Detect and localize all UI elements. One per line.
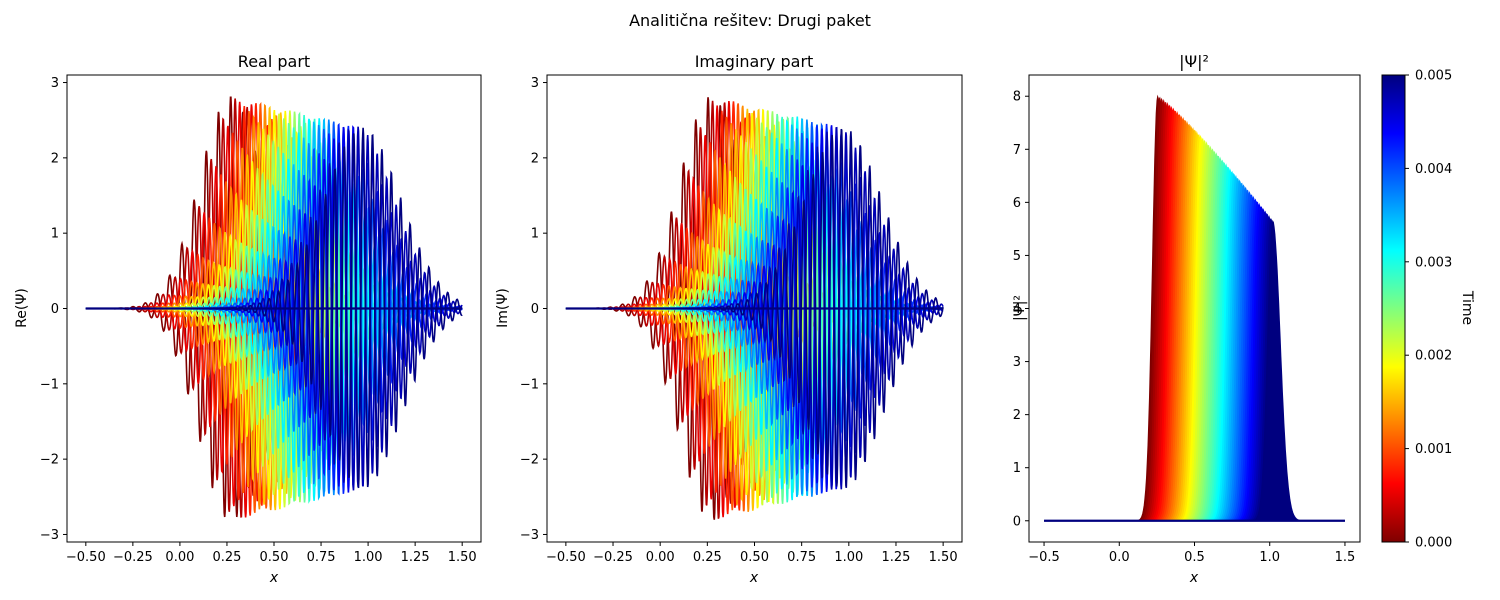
prob-x-label: x [1189,570,1199,586]
x-tick-label: 0.25 [212,550,241,565]
x-tick-label: 1.00 [354,550,383,565]
y-tick-label: 2 [51,151,59,166]
real-x-label: x [269,570,279,586]
y-tick-label: −3 [520,528,539,543]
x-tick-label: 0.5 [1184,550,1205,565]
y-tick-label: 0 [531,302,539,317]
y-tick-label: −1 [40,377,59,392]
prob-y-ticks: 0 1 2 3 4 5 6 7 8 [1013,90,1029,529]
y-tick-label: 4 [1013,302,1021,317]
panel-imag: Imaginary part −0.50 −0.25 0.00 0.25 0.50 0.7… [495,52,963,586]
imag-y-ticks: −3 −2 −1 0 1 2 3 [520,76,547,543]
prob-x-ticks: −0.5 0.0 0.5 1.0 1.5 [1028,542,1355,565]
real-plot-area [85,96,463,518]
x-tick-label: 0.75 [307,550,336,565]
y-tick-label: 3 [531,76,539,91]
prob-plot-area [1044,94,1345,522]
prob-y-label: |Ψ|² [1012,295,1028,321]
x-tick-label: 0.00 [165,550,194,565]
y-tick-label: 7 [1013,143,1021,158]
y-tick-label: 1 [51,227,59,242]
x-tick-label: 1.00 [834,550,863,565]
y-tick-label: 3 [1013,355,1021,370]
x-tick-label: 0.75 [787,550,816,565]
y-tick-label: 6 [1013,196,1021,211]
imag-plot-area [565,97,944,520]
x-tick-label: 1.25 [401,550,430,565]
x-tick-label: 1.50 [448,550,477,565]
real-y-label: Re(Ψ) [14,288,30,328]
colorbar-tick-label: 0.005 [1415,69,1452,84]
x-tick-label: 1.50 [929,550,958,565]
x-tick-label: 0.25 [693,550,722,565]
y-tick-label: −3 [40,528,59,543]
x-tick-label: −0.50 [546,550,586,565]
imag-y-label: Im(Ψ) [495,288,511,328]
y-tick-label: 0 [1013,514,1021,529]
x-tick-label: −0.50 [66,550,106,565]
imag-x-label: x [749,570,759,586]
panel-prob-title: |Ψ|² [1179,52,1209,71]
x-tick-label: 1.0 [1259,550,1280,565]
x-tick-label: 0.50 [260,550,289,565]
x-tick-label: −0.5 [1028,550,1060,565]
x-tick-label: 1.25 [882,550,911,565]
panel-prob: |Ψ|² −0.5 0.0 0.5 1.0 1.5 0 1 2 3 4 5 6 7 8 x |Ψ|² [1012,52,1361,586]
panel-imag-title: Imaginary part [695,52,814,71]
figure-suptitle: Analitična rešitev: Drugi paket [629,11,871,30]
y-tick-label: −1 [520,377,539,392]
panel-real: Real part −0.50 −0.25 0.00 0.25 0.50 0.75 1.00… [14,52,482,586]
y-tick-label: −2 [40,453,59,468]
panel-real-title: Real part [238,52,310,71]
y-tick-label: 3 [51,76,59,91]
y-tick-label: 2 [1013,408,1021,423]
x-tick-label: 1.5 [1335,550,1356,565]
x-tick-label: 0.0 [1109,550,1130,565]
real-y-ticks: −3 −2 −1 0 1 2 3 [40,76,67,543]
colorbar-label: Time [1459,290,1475,325]
y-tick-label: 2 [531,151,539,166]
x-tick-label: 0.50 [740,550,769,565]
y-tick-label: −2 [520,453,539,468]
colorbar-gradient [1381,74,1406,543]
y-tick-label: 5 [1013,249,1021,264]
colorbar-tick-label: 0.001 [1415,442,1452,457]
colorbar-ticks: 0.000 0.001 0.002 0.003 0.004 0.005 [1405,69,1452,551]
imag-x-ticks: −0.50 −0.25 0.00 0.25 0.50 0.75 1.00 1.25 1.50 [546,542,958,565]
colorbar-tick-label: 0.004 [1415,162,1452,177]
colorbar: 0.000 0.001 0.002 0.003 0.004 0.005 Time [1381,69,1475,551]
colorbar-tick-label: 0.000 [1415,536,1452,551]
x-tick-label: −0.25 [113,550,153,565]
colorbar-tick-label: 0.003 [1415,255,1452,270]
y-tick-label: 1 [1013,461,1021,476]
real-x-ticks: −0.50 −0.25 0.00 0.25 0.50 0.75 1.00 1.25 1.50 [66,542,477,565]
y-tick-label: 1 [531,227,539,242]
y-tick-label: 8 [1013,90,1021,105]
y-tick-label: 0 [51,302,59,317]
x-tick-label: −0.25 [593,550,633,565]
colorbar-tick-label: 0.002 [1415,349,1452,364]
x-tick-label: 0.00 [646,550,675,565]
